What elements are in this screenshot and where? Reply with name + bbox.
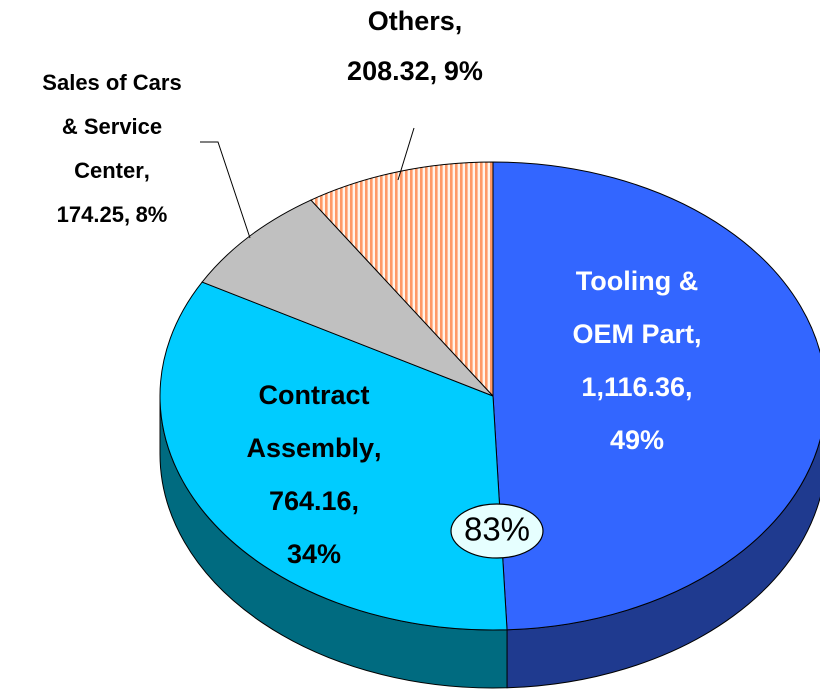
annotation-bubble xyxy=(450,503,544,559)
data-label-percent: 8% xyxy=(136,202,168,227)
label-line: & Service xyxy=(62,114,168,139)
annotation: 83% xyxy=(464,511,530,548)
label-line: Others xyxy=(368,6,455,36)
data-label-value: 764.16 xyxy=(269,486,352,516)
data-label-category: Sales of Cars & Service Center xyxy=(42,70,188,183)
label-separator: , xyxy=(694,319,702,349)
data-label-percent: 49% xyxy=(610,425,664,455)
data-label-category: Tooling & OEM Part xyxy=(572,266,705,349)
label-separator: , xyxy=(685,372,693,402)
label-separator: , xyxy=(144,158,150,183)
labels: Tooling & OEM Part ,1,116.36,49%Contract … xyxy=(42,6,705,569)
leader-line xyxy=(397,127,415,181)
leader-line xyxy=(200,141,251,239)
label-line: OEM Part xyxy=(572,319,694,349)
data-label-category: Others xyxy=(368,6,455,36)
data-label-value: 1,116.36 xyxy=(581,372,685,402)
label-line: Contract xyxy=(258,380,377,410)
label-separator: , xyxy=(352,486,360,516)
leaders xyxy=(200,127,415,239)
data-label-percent: 9% xyxy=(444,56,483,86)
label-line: Assembly xyxy=(246,433,374,463)
label-line: Sales of Cars xyxy=(42,70,188,95)
data-label-percent: 34% xyxy=(287,539,341,569)
slice xyxy=(159,281,508,631)
tops xyxy=(159,161,820,631)
slice xyxy=(310,161,494,398)
label-line: Center xyxy=(74,158,144,183)
label-separator: , xyxy=(374,433,382,463)
label-separator: , xyxy=(430,56,438,86)
data-label-value: 208.32 xyxy=(347,56,430,86)
label-line: Tooling & xyxy=(576,266,706,296)
slice xyxy=(492,161,820,631)
label-separator: , xyxy=(455,6,463,36)
data-label-category: Contract Assembly xyxy=(246,380,377,463)
label-separator: , xyxy=(124,202,130,227)
data-label-value: 174.25 xyxy=(57,202,124,227)
